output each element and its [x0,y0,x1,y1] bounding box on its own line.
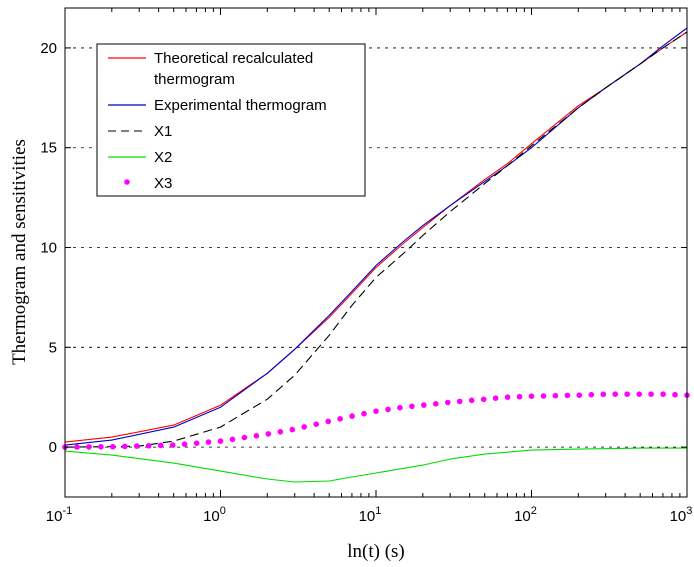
y-tick-label: 20 [40,40,57,57]
series-x3 [62,391,690,450]
x-tick-label: 102 [514,505,537,525]
x-tick-label: 103 [670,505,693,525]
x-tick-label: 101 [359,505,382,525]
y-tick-label: 0 [49,439,57,456]
x3-point [217,438,224,444]
x3-point [145,443,152,449]
x3-point [301,424,308,430]
x3-point [433,401,439,407]
x3-point [480,396,487,403]
x-tick-label: 10-1 [46,505,72,525]
x3-point [229,436,236,443]
y-axis-title: Thermogram and sensitivities [9,139,30,365]
x3-point [313,421,320,428]
x3-point [289,426,296,433]
series-x2 [64,447,687,483]
x3-point [74,444,80,450]
x3-point [504,394,511,401]
x3-point [277,429,284,435]
x-axis-title: ln(t) (s) [347,541,405,562]
x3-point [612,391,618,398]
legend-label-x2: X2 [154,149,172,166]
series-x1 [64,31,688,448]
x3-point [241,434,248,441]
x3-point [421,402,427,408]
legend-label-x1: X1 [154,123,172,140]
x3-point [205,439,212,445]
axis-ticks [64,8,688,497]
x3-point [253,433,260,439]
x3-point [528,393,535,400]
x3-point [86,444,92,450]
legend-label-x3: X3 [154,175,172,192]
x3-point [468,397,475,404]
legend-label-experimental: Experimental thermogram [154,97,327,114]
legend-box [96,43,366,197]
x3-point [110,443,116,450]
x3-point [157,442,164,449]
x3-point [672,391,678,398]
x3-point [373,408,379,415]
x3-point [624,391,630,398]
x3-point [98,444,104,450]
x3-point [576,392,583,399]
series-layer [62,27,690,483]
x3-point [600,391,607,398]
x3-point [361,410,367,417]
y-tick-label: 5 [49,339,57,356]
x-tick-label: 100 [203,505,226,525]
series-experimental-thermogram [64,27,688,446]
x3-point [636,391,642,398]
x3-point [456,398,463,405]
x3-point [516,393,523,400]
y-tick-label: 15 [40,140,57,157]
x3-point [552,392,559,399]
x3-point [193,440,200,447]
x3-point [134,443,140,449]
legend-label-theoretical-1: Theoretical recalculated [154,50,313,67]
x3-point [540,393,547,399]
x3-point [588,391,595,398]
x3-point [265,431,272,437]
x3-point [660,391,666,398]
y-tick-label: 10 [40,240,57,257]
legend-swatch-x3 [124,179,130,185]
x3-point [492,395,499,402]
x3-point [564,392,571,399]
x3-point [181,441,188,448]
x3-point [325,418,332,425]
x3-point [445,399,451,406]
x3-point [122,443,128,450]
x3-point [409,403,415,410]
x3-point [648,391,654,398]
legend: Theoretical recalculated thermogram Expe… [96,43,366,197]
x3-point [385,406,391,413]
x3-point [397,404,403,411]
axis-tick-labels: 0 5 10 15 20 10-1 100 101 102 103 [40,40,692,525]
x3-point [169,442,176,448]
legend-label-theoretical-2: thermogram [154,71,235,88]
x3-point [349,413,355,419]
x3-point [337,416,343,422]
